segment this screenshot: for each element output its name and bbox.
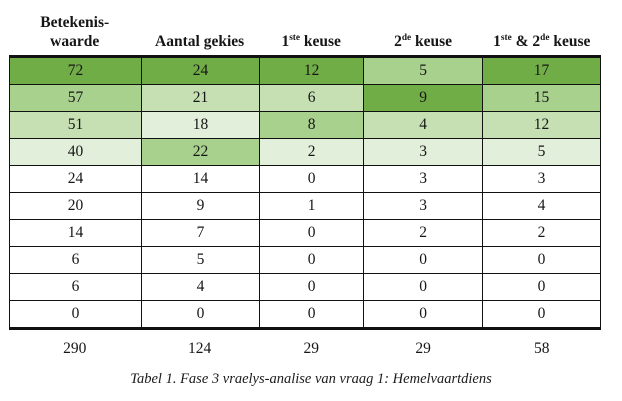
results-table: Betekenis-waarde Aantal gekies 1ste keus… [9,6,601,358]
table-cell: 5 [481,139,600,165]
table-cell: 1 [258,193,364,219]
table-cell: 3 [363,139,482,165]
table-cell: 2 [258,139,364,165]
table-cell: 6 [10,247,141,273]
table-cell: 12 [481,112,600,138]
column-header-tweede-keuse: 2de keuse [394,32,453,51]
table-row: 72 24 12 5 17 [10,58,600,84]
table-cell: 4 [481,193,600,219]
table-row: 6 5 0 0 0 [10,246,600,273]
table-cell: 0 [258,301,364,327]
table-cell: 3 [363,166,482,192]
table-cell: 14 [10,220,141,246]
table-cell: 9 [140,193,259,219]
total-betekeniswaarde: 290 [63,340,87,357]
column-header-betekeniswaarde: Betekenis-waarde [40,14,110,51]
table-cell: 21 [140,85,259,111]
column-header-eerste-en-tweede-keuse: 1ste & 2de keuse [493,32,591,51]
table-cell: 18 [140,112,259,138]
table-cell: 0 [363,301,482,327]
table-header-row: Betekenis-waarde Aantal gekies 1ste keus… [9,6,601,58]
table-row: 6 4 0 0 0 [10,273,600,300]
table-row: 40 22 2 3 5 [10,138,600,165]
table-cell: 51 [10,112,141,138]
table-cell: 5 [363,58,482,84]
table-cell: 3 [481,166,600,192]
table-cell: 0 [363,247,482,273]
table-row: 24 14 0 3 3 [10,165,600,192]
table-cell: 0 [10,301,141,327]
column-header-aantal-gekies: Aantal gekies [155,33,245,51]
table-cell: 72 [10,58,141,84]
total-aantal-gekies: 124 [187,340,212,357]
table-cell: 40 [10,139,141,165]
table-cell: 0 [258,166,364,192]
table-cell: 20 [10,193,141,219]
table-row: 51 18 8 4 12 [10,111,600,138]
table-cell: 0 [140,301,259,327]
total-eerste-en-tweede-keuse: 58 [534,340,550,357]
table-cell: 4 [140,274,259,300]
table-row: 14 7 0 2 2 [10,219,600,246]
table-cell: 2 [363,220,482,246]
table-cell: 6 [258,85,364,111]
table-cell: 4 [363,112,482,138]
table-row: 0 0 0 0 0 [10,300,600,327]
table-cell: 6 [10,274,141,300]
table-cell: 14 [140,166,259,192]
table-totals-row: 290 124 29 29 58 [9,330,601,358]
table-cell: 24 [10,166,141,192]
table-cell: 3 [363,193,482,219]
table-cell: 8 [258,112,364,138]
table-cell: 7 [140,220,259,246]
table-cell: 17 [481,58,600,84]
table-row: 20 9 1 3 4 [10,192,600,219]
total-eerste-keuse: 29 [303,340,319,357]
table-cell: 0 [258,247,364,273]
table-cell: 24 [140,58,259,84]
table-cell: 0 [258,220,364,246]
table-cell: 0 [258,274,364,300]
table-cell: 22 [140,139,259,165]
table-cell: 57 [10,85,141,111]
table-body: 72 24 12 5 17 57 21 6 9 15 51 18 8 4 12 … [9,58,601,330]
total-tweede-keuse: 29 [415,340,431,357]
table-cell: 0 [481,301,600,327]
table-cell: 2 [481,220,600,246]
table-cell: 15 [481,85,600,111]
table-cell: 9 [363,85,482,111]
table-cell: 12 [258,58,364,84]
table-cell: 5 [140,247,259,273]
column-header-eerste-keuse: 1ste keuse [281,32,341,51]
table-cell: 0 [481,247,600,273]
table-row: 57 21 6 9 15 [10,84,600,111]
table-cell: 0 [481,274,600,300]
table-caption: Tabel 1. Fase 3 vraelys-analise van vraa… [130,371,492,387]
table-cell: 0 [363,274,482,300]
